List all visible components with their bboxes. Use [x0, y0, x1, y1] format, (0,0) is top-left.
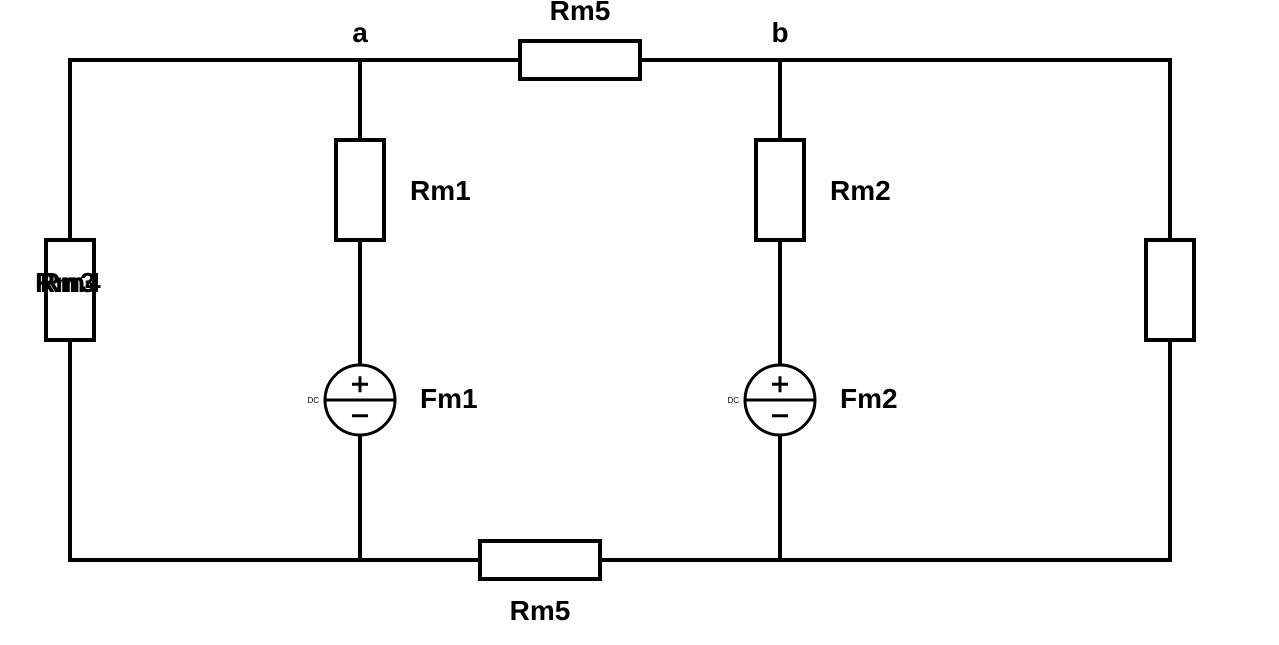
rm1: [336, 60, 384, 310]
component-label: Fm2: [840, 383, 898, 414]
rm2: [756, 60, 804, 310]
component-label: Rm5: [510, 595, 571, 626]
component-label: Rm1: [410, 175, 471, 206]
circuit-diagram: Rm3Rm4Rm5Rm5Rm1Rm2DCFm1DCFm2ab: [0, 0, 1279, 645]
rm5bot: [360, 541, 780, 579]
rm5top: [360, 41, 780, 79]
component-label: Rm5: [550, 0, 611, 26]
fm1: DC: [307, 310, 395, 560]
fm2: DC: [727, 310, 815, 560]
component-label: b: [771, 17, 788, 48]
rm3: [46, 60, 94, 560]
rm4: [1146, 60, 1194, 560]
dc-mark: DC: [727, 396, 739, 405]
component-label: Fm1: [420, 383, 478, 414]
component-label: a: [352, 17, 368, 48]
component-label: Rm2: [830, 175, 891, 206]
dc-mark: DC: [307, 396, 319, 405]
component-label: Rm4: [40, 267, 101, 298]
